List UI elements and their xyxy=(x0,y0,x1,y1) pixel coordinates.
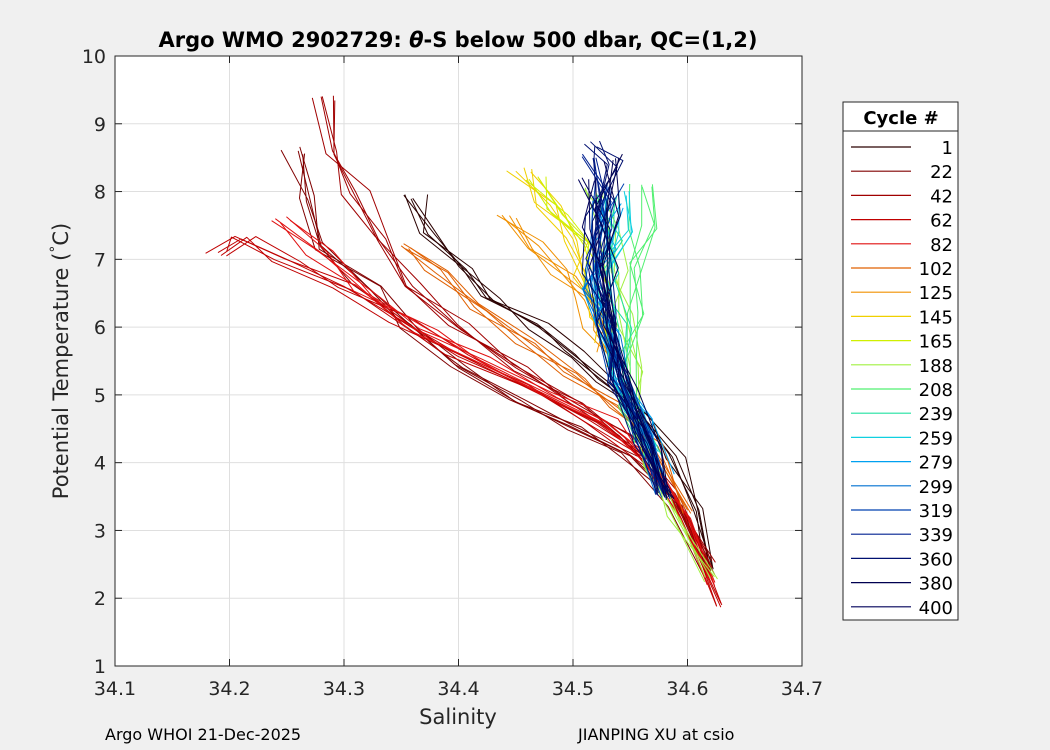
x-axis-label: Salinity xyxy=(419,705,497,729)
legend-label-145: 145 xyxy=(919,307,953,328)
x-tick-label: 34.1 xyxy=(94,678,136,700)
legend-label-42: 42 xyxy=(930,186,953,207)
series-line-cycle-42-repeat xyxy=(332,95,713,568)
series-group-cycle-1 xyxy=(403,194,714,572)
series-line-cycle-339-repeat xyxy=(592,157,668,499)
series-line-cycle-1-repeat xyxy=(410,198,714,570)
legend-label-1: 1 xyxy=(942,138,953,159)
legend-label-259: 259 xyxy=(919,428,953,449)
legend-label-188: 188 xyxy=(919,356,953,377)
series-layer xyxy=(205,95,723,608)
series-line-cycle-380-repeat xyxy=(594,153,659,494)
series-line-cycle-1-repeat xyxy=(403,194,710,569)
x-tick-label: 34.3 xyxy=(323,678,365,700)
legend-label-299: 299 xyxy=(919,477,953,498)
series-line-cycle-145-repeat xyxy=(531,169,615,342)
y-tick-label: 7 xyxy=(94,249,106,271)
legend-label-208: 208 xyxy=(919,380,953,401)
x-axis-ticks: 34.1 34.2 34.3 34.4 34.5 34.6 34.7 xyxy=(94,56,823,700)
footer-credit-right: JIANPING XU at csio xyxy=(578,725,735,744)
legend-label-380: 380 xyxy=(919,574,953,595)
y-tick-label: 5 xyxy=(94,385,106,407)
footer-credit-left: Argo WHOI 21-Dec-2025 xyxy=(105,725,302,744)
series-line-cycle-380-repeat xyxy=(599,158,670,497)
x-tick-label: 34.7 xyxy=(781,678,823,700)
series-line-cycle-102-repeat xyxy=(403,243,684,514)
series-group-cycle-22 xyxy=(280,146,716,581)
y-tick-label: 6 xyxy=(94,317,106,339)
series-line-cycle-125-repeat xyxy=(515,217,613,358)
series-line-cycle-102 xyxy=(400,245,688,511)
series-line-cycle-1-repeat xyxy=(404,194,714,569)
x-tick-label: 34.2 xyxy=(208,678,250,700)
legend-label-279: 279 xyxy=(919,453,953,474)
legend-label-239: 239 xyxy=(919,404,953,425)
series-line-cycle-400-repeat xyxy=(581,177,666,488)
legend-title: Cycle # xyxy=(863,108,938,129)
series-line-cycle-145-repeat xyxy=(506,170,600,344)
legend-label-165: 165 xyxy=(919,332,953,353)
series-line-cycle-1-repeat xyxy=(422,194,705,568)
y-tick-label: 3 xyxy=(94,520,106,542)
y-tick-label: 9 xyxy=(94,114,106,136)
series-group-cycle-380 xyxy=(594,153,675,500)
legend-label-22: 22 xyxy=(930,162,953,183)
y-tick-label: 1 xyxy=(94,656,106,678)
legend-label-339: 339 xyxy=(919,525,953,546)
chart-title: Argo WMO 2902729: θ-S below 500 dbar, QC… xyxy=(158,28,757,52)
legend-label-319: 319 xyxy=(919,501,953,522)
legend-label-82: 82 xyxy=(930,235,953,256)
series-line-cycle-400-repeat xyxy=(577,179,668,494)
y-axis-label: Potential Temperature (°C) xyxy=(48,223,73,499)
series-line-cycle-22-repeat xyxy=(299,146,714,581)
y-tick-label: 10 xyxy=(82,46,106,68)
legend-label-400: 400 xyxy=(919,598,953,619)
series-line-cycle-400-repeat xyxy=(588,179,672,494)
y-tick-label: 8 xyxy=(94,182,106,204)
x-tick-label: 34.6 xyxy=(666,678,708,700)
legend-label-360: 360 xyxy=(919,549,953,570)
series-line-cycle-380-repeat xyxy=(602,160,675,500)
series-line-cycle-125-repeat xyxy=(496,214,610,356)
legend-label-125: 125 xyxy=(919,283,953,304)
y-tick-label: 2 xyxy=(94,588,106,610)
series-line-cycle-22-repeat xyxy=(302,154,707,580)
y-axis-ticks: 1 2 3 4 5 6 7 8 9 10 xyxy=(82,46,802,678)
legend-label-62: 62 xyxy=(930,211,953,232)
legend: Cycle # 1 22 42 62 82 102 125 145 165 188 208 239 25… xyxy=(842,101,959,621)
x-tick-label: 34.4 xyxy=(437,678,479,700)
legend-entries: 1 22 42 62 82 102 125 145 165 188 208 239 259 279 299 3… xyxy=(851,138,953,619)
series-line-cycle-400-repeat xyxy=(581,180,668,492)
y-tick-label: 4 xyxy=(94,453,106,475)
legend-label-102: 102 xyxy=(919,259,953,280)
series-group-cycle-400 xyxy=(577,177,672,494)
series-line-cycle-82-repeat xyxy=(271,220,716,583)
series-line-cycle-400 xyxy=(595,178,666,490)
series-line-cycle-82 xyxy=(275,218,711,585)
x-tick-label: 34.5 xyxy=(552,678,594,700)
